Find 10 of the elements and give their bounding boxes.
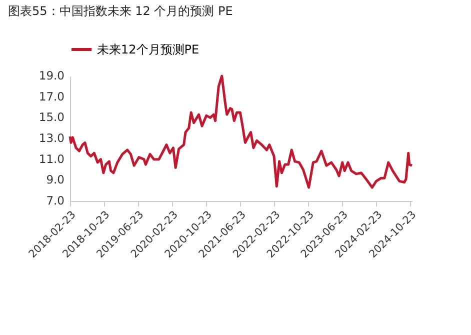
y-tick-label: 17.0 <box>38 89 64 104</box>
y-tick-label: 15.0 <box>38 110 64 124</box>
chart-title: 图表55：中国指数未来 12 个月的预测 PE <box>8 4 233 18</box>
y-tick-label: 19.0 <box>38 68 64 82</box>
y-tick-label: 9.0 <box>46 172 64 187</box>
line-series <box>68 74 414 189</box>
y-tick-label: 7.0 <box>46 194 64 208</box>
y-tick-label: 11.0 <box>38 152 64 166</box>
y-tick-label: 13.0 <box>38 131 64 145</box>
legend-label: 未来12个月预测PE <box>97 42 200 56</box>
